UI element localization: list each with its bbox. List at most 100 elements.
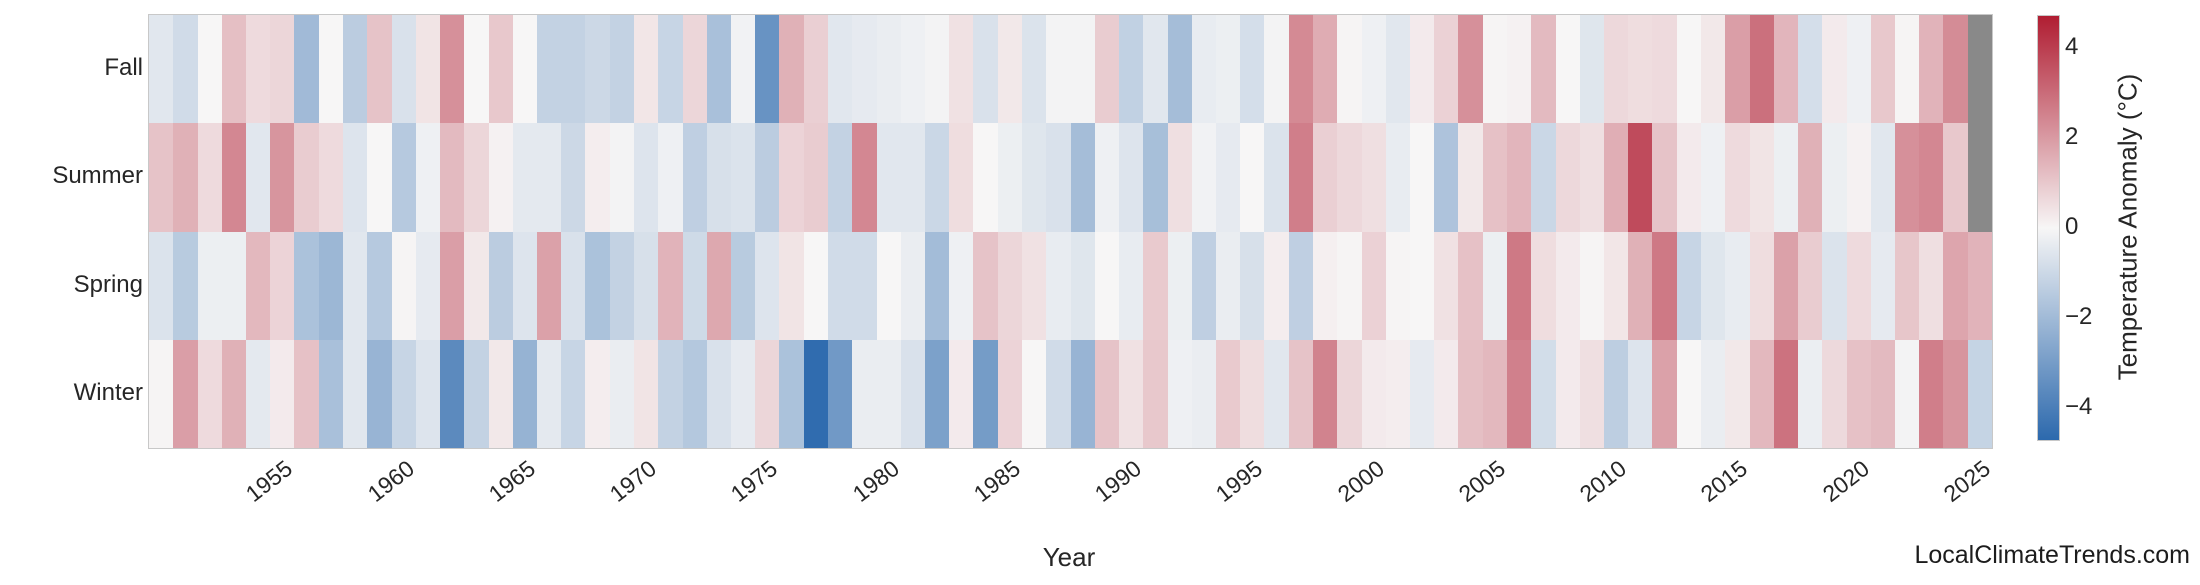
heatmap-cell bbox=[1167, 339, 1192, 449]
heatmap-cell bbox=[1531, 231, 1556, 340]
heatmap-cell bbox=[1385, 15, 1411, 124]
heatmap-cell bbox=[440, 231, 465, 340]
heatmap-cell bbox=[440, 339, 465, 449]
heatmap-cell bbox=[949, 339, 974, 449]
heatmap-cell bbox=[730, 339, 756, 449]
heatmap-cell bbox=[1313, 123, 1338, 232]
heatmap-cell bbox=[1628, 231, 1653, 340]
heatmap-cell bbox=[1822, 339, 1847, 449]
heatmap-cell bbox=[197, 339, 222, 449]
y-tick-label-spring: Spring bbox=[73, 270, 143, 298]
heatmap-cell bbox=[1482, 231, 1508, 340]
heatmap-cell bbox=[803, 231, 829, 340]
heatmap-cell bbox=[1361, 231, 1386, 340]
heatmap-cell bbox=[294, 15, 319, 124]
colorbar-tick-label: 0 bbox=[2065, 213, 2079, 240]
heatmap-cell bbox=[1555, 15, 1580, 124]
x-axis-title: Year bbox=[1042, 542, 1096, 572]
heatmap-cell bbox=[270, 15, 295, 124]
heatmap-cell bbox=[1215, 123, 1241, 232]
heatmap-cell bbox=[1094, 231, 1120, 340]
heatmap-cell bbox=[1337, 231, 1362, 340]
heatmap-cell bbox=[852, 15, 877, 124]
heatmap-cell bbox=[803, 15, 829, 124]
heatmap-cell bbox=[803, 123, 829, 232]
heatmap-cell bbox=[1094, 15, 1120, 124]
heatmap-cell bbox=[1725, 231, 1750, 340]
heatmap-cell bbox=[1676, 339, 1702, 449]
heatmap-cell bbox=[1313, 339, 1338, 449]
heatmap-cell bbox=[1482, 339, 1508, 449]
heatmap-cell bbox=[342, 123, 368, 232]
x-tick-label-1980: 1980 bbox=[847, 455, 904, 507]
heatmap-cell bbox=[730, 15, 756, 124]
heatmap-cell bbox=[900, 15, 926, 124]
heatmap-cell bbox=[1410, 231, 1435, 340]
heatmap-cell bbox=[1240, 339, 1265, 449]
heatmap-cell bbox=[1652, 123, 1677, 232]
heatmap-cell bbox=[658, 123, 683, 232]
heatmap-cell bbox=[1749, 15, 1774, 124]
heatmap-cell bbox=[464, 123, 489, 232]
heatmap-cell bbox=[900, 123, 926, 232]
heatmap-cell bbox=[1288, 231, 1314, 340]
heatmap-cell bbox=[1846, 123, 1871, 232]
heatmap-cell bbox=[536, 15, 562, 124]
y-tick-label-fall: Fall bbox=[104, 54, 143, 82]
heatmap-cell bbox=[609, 231, 635, 340]
heatmap-cell bbox=[1700, 123, 1726, 232]
heatmap-cell bbox=[682, 15, 707, 124]
heatmap-cell bbox=[1919, 15, 1944, 124]
heatmap-cell bbox=[1628, 339, 1653, 449]
heatmap-cell bbox=[1798, 123, 1823, 232]
heatmap-cell bbox=[173, 231, 198, 340]
heatmap-cell bbox=[973, 339, 998, 449]
colorbar-title: Temperature Anomaly (°C) bbox=[2112, 73, 2143, 381]
heatmap-cell bbox=[876, 339, 901, 449]
heatmap-cell bbox=[827, 15, 853, 124]
heatmap-cell bbox=[1313, 15, 1338, 124]
heatmap-cell bbox=[415, 231, 441, 340]
heatmap-cell bbox=[391, 231, 416, 340]
heatmap-cell bbox=[536, 123, 562, 232]
heatmap-cell bbox=[512, 123, 538, 232]
heatmap-cell bbox=[1482, 15, 1508, 124]
heatmap-cell bbox=[1119, 15, 1144, 124]
heatmap-cell bbox=[1021, 15, 1047, 124]
heatmap-plot-area bbox=[148, 14, 1993, 449]
heatmap-cell bbox=[221, 231, 247, 340]
heatmap-cell bbox=[1482, 123, 1508, 232]
heatmap-cell bbox=[270, 231, 295, 340]
x-tick-label-1960: 1960 bbox=[362, 455, 419, 507]
heatmap-cell bbox=[900, 339, 926, 449]
heatmap-cell bbox=[1749, 339, 1774, 449]
heatmap-cell bbox=[1240, 123, 1265, 232]
x-tick-label-1995: 1995 bbox=[1211, 455, 1268, 507]
heatmap-cell bbox=[342, 231, 368, 340]
heatmap-cell bbox=[1337, 123, 1362, 232]
heatmap-cell bbox=[1700, 15, 1726, 124]
heatmap-cell bbox=[852, 231, 877, 340]
x-tick-label-2015: 2015 bbox=[1696, 455, 1753, 507]
heatmap-cell bbox=[1288, 15, 1314, 124]
heatmap-cell bbox=[488, 339, 513, 449]
heatmap-cell bbox=[1555, 123, 1580, 232]
heatmap-cell bbox=[609, 15, 635, 124]
heatmap-cell bbox=[997, 231, 1023, 340]
heatmap-cell bbox=[1798, 231, 1823, 340]
heatmap-cell bbox=[706, 231, 732, 340]
heatmap-cell bbox=[1555, 339, 1580, 449]
heatmap-cell bbox=[634, 339, 659, 449]
heatmap-cell bbox=[1143, 339, 1168, 449]
heatmap-cell bbox=[1555, 231, 1580, 340]
heatmap-cell bbox=[827, 339, 853, 449]
heatmap-cell bbox=[1676, 231, 1702, 340]
heatmap-cell bbox=[367, 15, 392, 124]
heatmap-cell bbox=[1506, 15, 1532, 124]
heatmap-cell bbox=[585, 15, 610, 124]
heatmap-cell bbox=[1070, 339, 1095, 449]
heatmap-cell bbox=[1215, 15, 1241, 124]
heatmap-cell bbox=[1143, 15, 1168, 124]
heatmap-cell bbox=[173, 123, 198, 232]
heatmap-cell bbox=[755, 231, 780, 340]
